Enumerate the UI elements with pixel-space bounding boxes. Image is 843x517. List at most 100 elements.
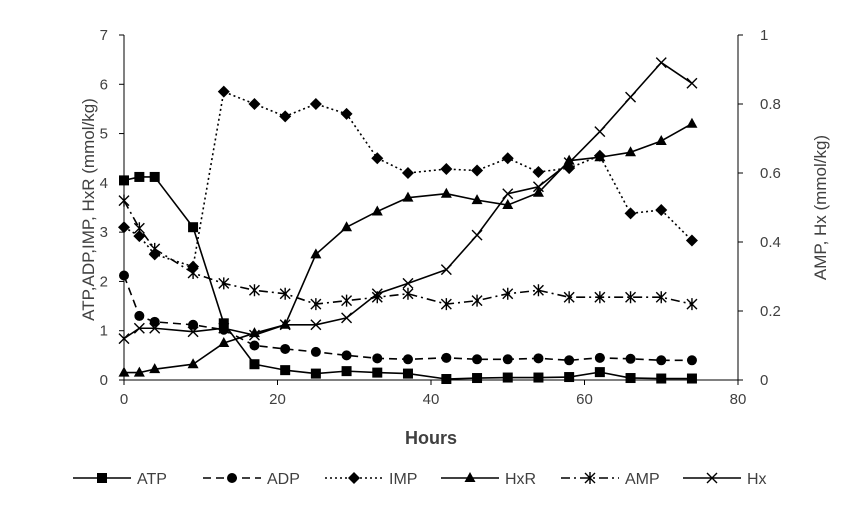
hx-data-point	[149, 322, 161, 334]
atp-data-point	[502, 372, 513, 383]
amp-data-point	[341, 294, 353, 307]
hx-data-point	[187, 326, 199, 338]
right-y-tick-label: 1	[760, 27, 768, 44]
legend-marker	[584, 472, 596, 484]
adp-data-point	[402, 354, 413, 365]
amp-data-point	[402, 287, 414, 300]
adp-data-point	[249, 340, 260, 351]
atp-data-point	[218, 318, 229, 329]
atp-data-point	[686, 373, 697, 384]
hx-data-point	[686, 77, 698, 89]
right-y-tick-label: 0.8	[760, 96, 781, 113]
amp-data-point	[563, 291, 575, 304]
imp-data-point	[248, 98, 261, 110]
left-y-tick-label: 6	[100, 76, 108, 93]
imp-data-point	[309, 98, 322, 110]
hx-data-point	[310, 319, 322, 331]
hxr-data-point	[594, 151, 606, 162]
legend-label: ATP	[137, 471, 167, 488]
right-y-tick-label: 0.2	[760, 303, 781, 320]
amp-data-point	[187, 267, 199, 280]
hx-data-point	[655, 57, 667, 69]
legend-label: AMP	[625, 471, 660, 488]
adp-data-point	[472, 354, 483, 365]
hxr-data-point	[218, 337, 230, 348]
hxr-data-point	[502, 199, 514, 210]
legend-item-hx: Hx	[683, 471, 767, 488]
left-y-tick-label: 5	[100, 126, 108, 143]
hx-data-point	[594, 126, 606, 138]
atp-data-point	[149, 171, 160, 182]
hxr-data-point	[686, 117, 698, 128]
amp-data-point	[594, 291, 606, 304]
hxr-data-point	[371, 205, 383, 216]
hx-data-point	[248, 329, 260, 341]
legend: ATP ADP IMP HxR AMP Hx	[73, 471, 767, 488]
adp-data-point	[564, 355, 575, 366]
legend-marker	[464, 472, 476, 482]
left-y-tick-label: 4	[100, 175, 108, 192]
adp-data-point	[502, 354, 513, 365]
hx-data-point	[218, 322, 230, 334]
atp-data-point	[310, 368, 321, 379]
adp-data-point	[686, 355, 697, 366]
imp-data-point	[401, 167, 414, 179]
atp-data-point	[188, 222, 199, 233]
adp-data-point	[441, 352, 452, 363]
imp-data-point	[133, 230, 146, 243]
hx-data-point	[402, 277, 414, 289]
right-y-tick-label: 0.6	[760, 165, 781, 182]
amp-data-point	[440, 298, 452, 311]
amp-data-point	[218, 277, 230, 290]
series-markers-group	[118, 57, 698, 385]
left-y-axis-title: ATP,ADP,IMP, HxR (mmol/kg)	[79, 98, 98, 321]
hx-data-point	[118, 333, 130, 345]
adp-data-point	[372, 353, 383, 364]
hx-data-point	[371, 288, 383, 300]
hx-series-line	[123, 61, 693, 340]
legend-item-atp: ATP	[73, 471, 167, 488]
adp-data-point	[656, 355, 667, 366]
atp-data-point	[280, 365, 291, 376]
hxr-data-point	[341, 221, 353, 232]
imp-data-point	[440, 163, 453, 176]
x-tick-label: 40	[423, 391, 440, 408]
imp-data-point	[471, 164, 484, 177]
hx-data-point	[133, 322, 145, 334]
amp-data-point	[149, 242, 161, 255]
x-tick-label: 80	[730, 391, 747, 408]
x-axis-title: Hours	[405, 428, 457, 448]
hx-data-point	[502, 188, 514, 200]
legend-marker	[706, 472, 718, 484]
atp-data-point	[441, 374, 452, 385]
atp-data-point	[472, 373, 483, 384]
hx-data-point	[341, 312, 353, 324]
amp-data-point	[133, 222, 145, 235]
atp-data-point	[625, 373, 636, 384]
hxr-data-point	[133, 366, 145, 377]
atp-data-point	[656, 373, 667, 384]
amp-data-point	[471, 294, 483, 307]
imp-data-point	[501, 152, 514, 165]
amp-data-point	[655, 291, 667, 304]
right-y-tick-label: 0	[760, 372, 768, 389]
left-y-tick-label: 7	[100, 27, 108, 44]
atp-data-point	[402, 368, 413, 379]
imp-data-point	[279, 110, 292, 123]
adp-data-point	[119, 270, 129, 281]
adp-data-point	[218, 324, 229, 335]
imp-data-point	[217, 85, 230, 98]
right-y-axis-title: AMP, Hx (mmol/kg)	[811, 135, 830, 280]
adp-data-point	[594, 352, 605, 363]
axis-titles-group: Hours ATP,ADP,IMP, HxR (mmol/kg) AMP, Hx…	[79, 98, 830, 448]
hxr-data-point	[402, 191, 414, 202]
imp-data-point	[532, 166, 545, 179]
amp-series-line	[123, 200, 693, 305]
atp-data-point	[119, 175, 129, 186]
left-y-tick-label: 1	[100, 323, 108, 340]
legend-item-hxr: HxR	[441, 471, 536, 488]
atp-data-point	[134, 171, 145, 182]
imp-data-point	[685, 234, 698, 247]
